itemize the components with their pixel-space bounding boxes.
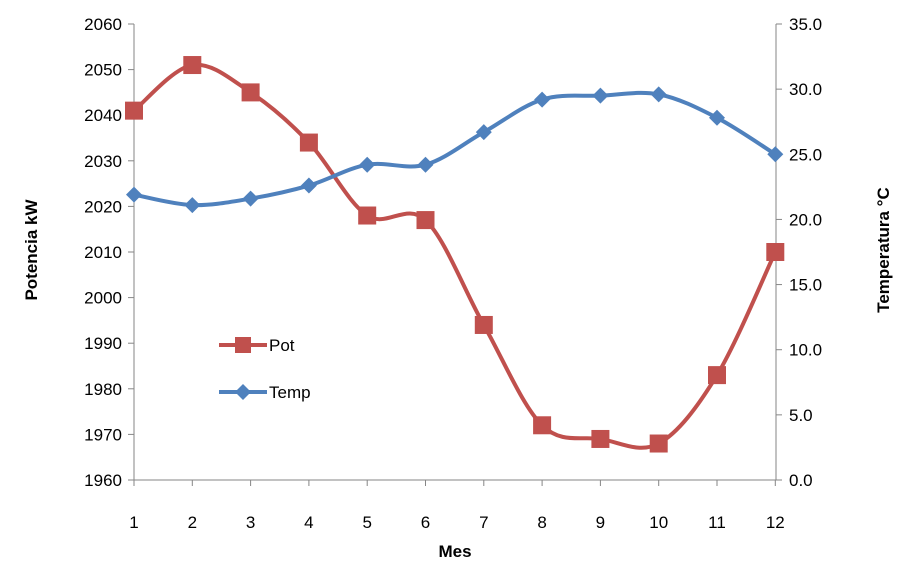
x-tick-label: 8 xyxy=(537,513,546,532)
data-point-pot xyxy=(416,211,435,230)
right-y-axis-title: Temperatura °C xyxy=(874,187,893,313)
data-point-temp xyxy=(767,146,784,163)
left-y-tick-label: 1970 xyxy=(84,425,122,444)
data-point-temp xyxy=(475,124,492,141)
right-y-tick-label: 5.0 xyxy=(789,406,813,425)
left-y-tick-label: 2010 xyxy=(84,243,122,262)
left-y-tick-label: 2060 xyxy=(84,15,122,34)
data-point-pot xyxy=(649,434,668,453)
series-temp xyxy=(126,86,784,214)
data-point-temp xyxy=(417,156,434,173)
left-y-tick-label: 2040 xyxy=(84,106,122,125)
data-point-temp xyxy=(592,87,609,104)
legend-marker-temp xyxy=(235,384,251,400)
data-point-temp xyxy=(300,177,317,194)
data-point-temp xyxy=(184,197,201,214)
legend-label-temp: Temp xyxy=(269,383,311,402)
left-y-tick-label: 1990 xyxy=(84,334,122,353)
data-point-pot xyxy=(591,429,610,448)
x-tick-label: 6 xyxy=(421,513,430,532)
x-tick-label: 3 xyxy=(246,513,255,532)
right-y-tick-label: 10.0 xyxy=(789,341,822,360)
data-point-pot xyxy=(708,366,726,385)
tick-labels: 1960 1970 1980 1990 2000 2010 2020 2030 2040 2050… xyxy=(84,15,822,532)
series-layer xyxy=(125,56,785,453)
data-point-pot xyxy=(766,243,785,261)
data-point-pot xyxy=(474,315,493,334)
x-tick-label: 12 xyxy=(766,513,785,532)
left-y-tick-label: 2000 xyxy=(84,289,122,308)
left-y-tick-label: 2030 xyxy=(84,152,122,171)
axes xyxy=(133,24,777,481)
x-tick-label: 1 xyxy=(129,513,138,532)
data-point-temp xyxy=(650,86,667,103)
data-point-temp xyxy=(126,186,142,203)
data-point-temp xyxy=(534,91,551,108)
right-y-tick-label: 25.0 xyxy=(789,145,822,164)
series-pot xyxy=(125,56,785,453)
data-point-temp xyxy=(359,156,376,173)
legend-entry-temp: Temp xyxy=(219,383,311,402)
data-point-pot xyxy=(183,56,202,75)
legend-label-pot: Pot xyxy=(269,336,295,355)
data-point-pot xyxy=(533,416,552,435)
x-tick-label: 2 xyxy=(188,513,197,532)
series-line-temp xyxy=(133,90,777,208)
x-tick-label: 9 xyxy=(596,513,605,532)
right-y-tick-label: 0.0 xyxy=(789,471,813,490)
right-y-tick-label: 30.0 xyxy=(789,80,822,99)
x-tick-label: 7 xyxy=(479,513,488,532)
left-y-tick-label: 1980 xyxy=(84,380,122,399)
legend-marker-pot xyxy=(235,337,251,353)
left-y-tick-label: 1960 xyxy=(84,471,122,490)
data-point-temp xyxy=(709,109,725,126)
legend: Pot Temp xyxy=(219,336,311,402)
left-y-tick-label: 2020 xyxy=(84,197,122,216)
x-axis-title: Mes xyxy=(438,542,471,561)
data-point-pot xyxy=(299,133,318,152)
x-tick-label: 5 xyxy=(362,513,371,532)
right-y-tick-label: 15.0 xyxy=(789,276,822,295)
x-tick-label: 4 xyxy=(304,513,313,532)
x-tick-label: 11 xyxy=(708,513,726,532)
legend-entry-pot: Pot xyxy=(219,336,295,355)
data-point-pot xyxy=(358,206,377,225)
right-y-tick-label: 35.0 xyxy=(789,15,822,34)
tick-marks xyxy=(128,23,782,486)
data-point-pot xyxy=(241,83,260,102)
data-point-pot xyxy=(125,101,143,120)
left-y-axis-title: Potencia kW xyxy=(22,199,41,301)
x-tick-label: 10 xyxy=(649,513,668,532)
data-point-temp xyxy=(242,190,259,207)
left-y-tick-label: 2050 xyxy=(84,61,122,80)
right-y-tick-label: 20.0 xyxy=(789,210,822,229)
